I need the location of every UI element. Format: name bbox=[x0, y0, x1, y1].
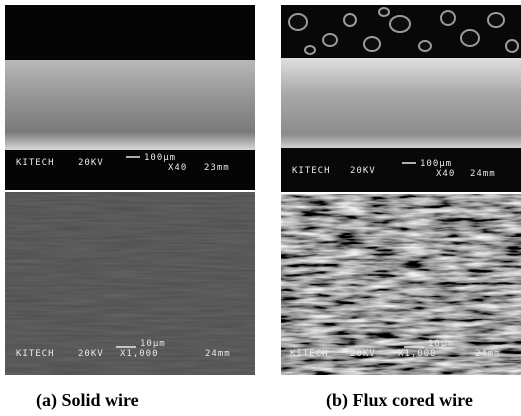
sem-magnification: X1,000 bbox=[398, 349, 437, 359]
sem-scale: 100µm bbox=[420, 159, 452, 169]
sem-label: KITECH bbox=[16, 158, 55, 168]
sem-image: KITECH 20KV 10µm X1,000 24mm bbox=[281, 194, 521, 375]
sem-magnification: X40 bbox=[436, 169, 455, 179]
sem-image: KITECH 20KV 100µm X40 23mm bbox=[5, 5, 255, 190]
sem-voltage: 20KV bbox=[78, 158, 104, 168]
sem-scale: 100µm bbox=[144, 153, 176, 163]
sem-image: KITECH 20KV 10µm X1,000 24mm bbox=[5, 192, 255, 375]
sem-label: KITECH bbox=[292, 166, 331, 176]
sem-scale: 10µm bbox=[140, 339, 166, 349]
sem-label: KITECH bbox=[290, 349, 329, 359]
sem-distance: 24mm bbox=[470, 169, 496, 179]
sem-voltage: 20KV bbox=[78, 349, 104, 359]
sem-magnification: X40 bbox=[168, 163, 187, 173]
sem-distance: 24mm bbox=[205, 349, 231, 359]
sem-magnification: X1,000 bbox=[120, 349, 159, 359]
sem-distance: 24mm bbox=[475, 349, 501, 359]
sem-voltage: 20KV bbox=[350, 166, 376, 176]
figure: KITECH 20KV 100µm X40 23mm KITECH 20KV 1… bbox=[0, 0, 521, 416]
sem-scale: 10µm bbox=[428, 339, 454, 349]
sem-distance: 23mm bbox=[204, 163, 230, 173]
sem-label: KITECH bbox=[16, 349, 55, 359]
sem-voltage: 20KV bbox=[350, 349, 376, 359]
sem-image: KITECH 20KV 100µm X40 24mm bbox=[281, 5, 521, 192]
caption: (b) Flux cored wire bbox=[326, 390, 473, 411]
caption: (a) Solid wire bbox=[36, 390, 139, 411]
